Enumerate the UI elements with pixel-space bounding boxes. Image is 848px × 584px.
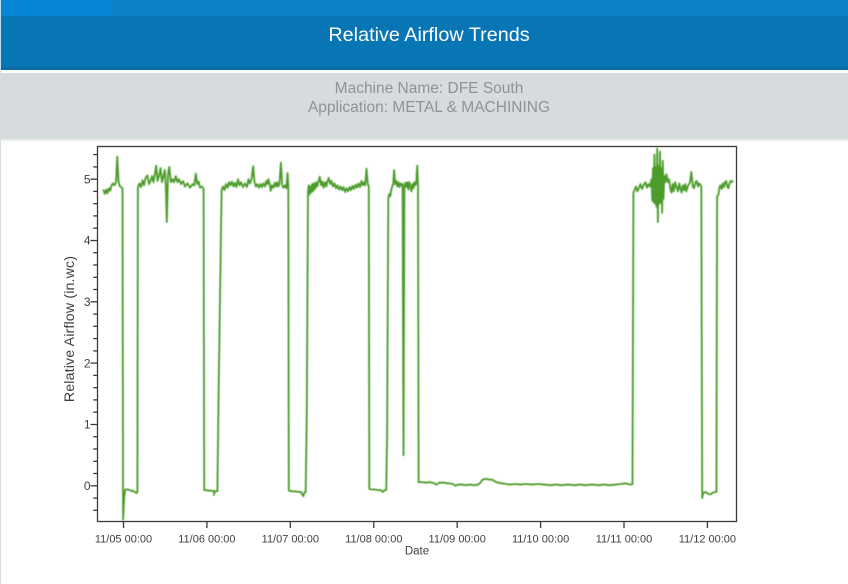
svg-text:11/11 00:00: 11/11 00:00 xyxy=(596,534,652,546)
svg-text:11/05 00:00: 11/05 00:00 xyxy=(95,534,152,546)
svg-text:11/12 00:00: 11/12 00:00 xyxy=(679,534,736,546)
svg-text:1: 1 xyxy=(84,418,91,432)
svg-text:11/10 00:00: 11/10 00:00 xyxy=(512,534,569,546)
svg-text:11/06 00:00: 11/06 00:00 xyxy=(178,534,235,546)
svg-text:Date: Date xyxy=(405,546,429,558)
svg-text:Relative Airflow (in.wc): Relative Airflow (in.wc) xyxy=(62,256,78,402)
svg-text:11/09 00:00: 11/09 00:00 xyxy=(429,534,486,546)
svg-text:5: 5 xyxy=(84,172,91,186)
svg-text:11/07 00:00: 11/07 00:00 xyxy=(262,534,319,546)
svg-text:11/08 00:00: 11/08 00:00 xyxy=(345,534,402,546)
svg-text:2: 2 xyxy=(84,356,91,370)
svg-text:4: 4 xyxy=(84,234,91,248)
svg-text:0: 0 xyxy=(84,479,91,493)
svg-text:3: 3 xyxy=(84,295,91,309)
